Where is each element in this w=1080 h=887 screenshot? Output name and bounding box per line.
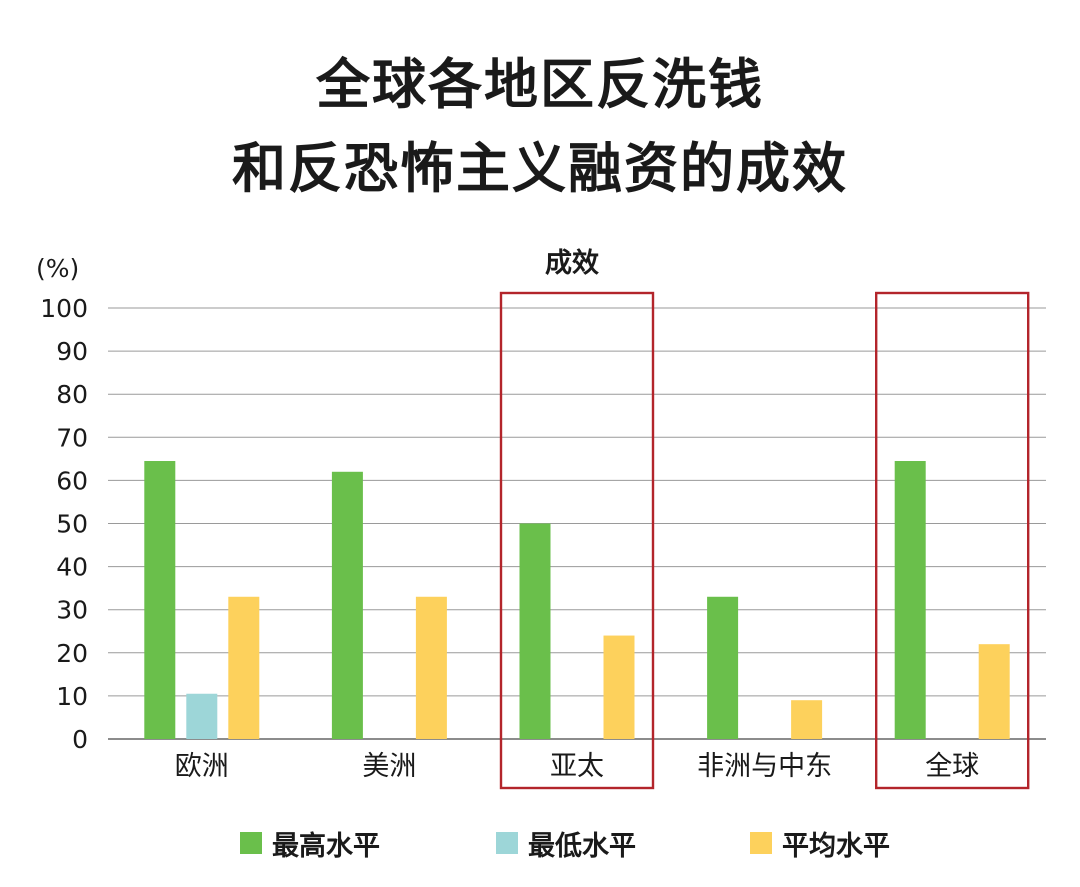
x-tick-label: 欧洲 — [175, 751, 229, 782]
legend-item: 最低水平 — [496, 818, 636, 868]
y-axis-label: (%) — [36, 254, 79, 283]
grid-lines — [108, 307, 1046, 740]
bars — [144, 461, 1010, 739]
legend-item: 平均水平 — [750, 818, 890, 868]
x-tick-label: 亚太 — [550, 751, 604, 782]
bar-亚太-平均水平 — [603, 635, 635, 739]
bar-非洲与中东-最高水平 — [707, 596, 739, 739]
bar-欧洲-最低水平 — [186, 693, 218, 739]
bar-非洲与中东-平均水平 — [791, 700, 823, 739]
title-line-1: 全球各地区反洗钱 — [316, 53, 764, 116]
y-tick-label: 80 — [56, 380, 88, 409]
highlight-box-全球 — [875, 291, 1030, 790]
y-tick-label: 30 — [56, 596, 88, 625]
bar-美洲-平均水平 — [415, 596, 447, 739]
highlight-boxes — [499, 291, 1030, 790]
x-tick-label: 美洲 — [362, 751, 416, 782]
y-tick-label: 10 — [56, 682, 88, 711]
bar-欧洲-平均水平 — [228, 596, 260, 739]
bar-全球-平均水平 — [978, 644, 1010, 739]
y-tick-label: 60 — [56, 466, 88, 495]
title-line-2: 和反恐怖主义融资的成效 — [232, 137, 848, 200]
bar-美洲-最高水平 — [331, 471, 363, 739]
legend-swatch — [750, 832, 772, 854]
chart-title: 成效 — [545, 248, 599, 279]
y-tick-label: 20 — [56, 639, 88, 668]
x-tick-label: 非洲与中东 — [697, 751, 832, 782]
legend: 最高水平 最低水平 平均水平 — [0, 818, 1080, 868]
y-tick-label: 70 — [56, 423, 88, 452]
x-tick-label: 全球 — [925, 751, 979, 782]
highlight-box-亚太 — [499, 291, 655, 790]
legend-label: 最高水平 — [272, 830, 380, 862]
y-tick-labels: 0 10 20 30 40 50 60 70 80 90 100 — [40, 294, 88, 754]
legend-item: 最高水平 — [240, 818, 380, 868]
y-tick-label: 40 — [56, 553, 88, 582]
y-tick-label: 100 — [40, 294, 88, 323]
x-tick-labels: 欧洲 美洲 亚太 非洲与中东 全球 — [175, 751, 979, 782]
bar-欧洲-最高水平 — [144, 461, 176, 739]
y-tick-label: 90 — [56, 337, 88, 366]
legend-label: 最低水平 — [528, 830, 636, 862]
legend-swatch — [240, 832, 262, 854]
legend-swatch — [496, 832, 518, 854]
legend-label: 平均水平 — [782, 830, 890, 862]
bar-亚太-最高水平 — [519, 523, 551, 739]
y-tick-label: 0 — [72, 725, 88, 754]
bar-全球-最高水平 — [894, 461, 926, 739]
y-tick-label: 50 — [56, 510, 88, 539]
